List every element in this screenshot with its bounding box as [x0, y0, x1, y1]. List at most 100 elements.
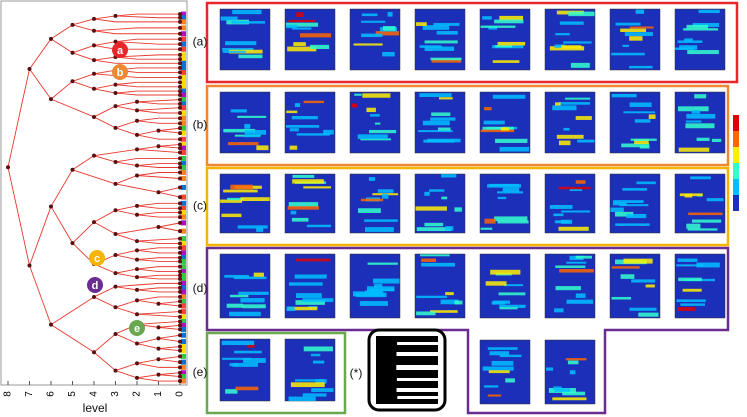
- dendrogram-node: [178, 236, 182, 241]
- heatmap-cell: [677, 106, 709, 112]
- heatmap-cell: [549, 205, 573, 209]
- heatmap-cell: [611, 93, 637, 98]
- heatmap-cell: [489, 183, 519, 187]
- heatmap: [284, 8, 336, 71]
- tick-label: 6: [46, 391, 57, 397]
- dendrogram-node: [27, 263, 32, 268]
- tick-label: 2: [132, 391, 143, 397]
- dendrogram-edge: [72, 24, 95, 32]
- reference-stripe: [396, 378, 443, 381]
- heatmap-cell: [288, 19, 316, 23]
- heatmap-cell: [620, 274, 635, 279]
- heatmap-cell: [685, 123, 715, 129]
- dendrogram-edge: [136, 120, 159, 124]
- dendrogram-node: [113, 252, 118, 257]
- heatmap-cell: [420, 254, 450, 257]
- heatmap-cell: [222, 47, 254, 51]
- heatmap-cell: [552, 397, 587, 401]
- heatmap-panels: (a) (b) (c) (d) (e): [193, 1, 739, 415]
- heatmap-cell: [387, 11, 393, 17]
- node-badge: [87, 277, 103, 293]
- leaf-color: [181, 272, 186, 278]
- heatmap: [349, 173, 401, 234]
- heatmap-cell: [445, 226, 454, 231]
- group-box: [205, 166, 730, 247]
- heatmap-cell: [370, 114, 380, 117]
- dendrogram-node: [178, 146, 182, 151]
- dendrogram-edge: [136, 374, 159, 379]
- dendrogram-edge: [115, 286, 138, 291]
- heatmap-cell: [231, 21, 266, 24]
- dendrogram-edge: [115, 157, 138, 163]
- dendrogram-edge: [115, 90, 138, 94]
- heatmap-cell: [680, 303, 705, 306]
- dendrogram-node: [178, 314, 182, 319]
- heatmap-cell: [488, 26, 498, 30]
- dendrogram-node: [178, 195, 182, 200]
- dendrogram-edge: [115, 272, 138, 278]
- dendrogram-node: [156, 144, 161, 149]
- heatmap-cell: [362, 93, 391, 98]
- heatmap-cell: [611, 52, 645, 56]
- heatmap-cell: [492, 60, 520, 63]
- heatmap-cell: [289, 145, 298, 150]
- heatmap-cell: [221, 213, 242, 218]
- reference-stripe: [397, 342, 444, 345]
- dendrogram-node: [135, 275, 139, 280]
- heatmap-cell: [287, 206, 319, 210]
- dendrogram-node: [178, 370, 182, 375]
- dendrogram-node: [156, 336, 161, 341]
- heatmap-cell: [563, 41, 592, 44]
- dendrogram-edge: [136, 276, 159, 280]
- heatmap-cell: [240, 298, 265, 303]
- dendrogram-node: [178, 80, 182, 85]
- dendrogram-edge: [136, 212, 159, 216]
- heatmap-cell: [294, 379, 325, 382]
- heatmap-cell: [494, 19, 524, 24]
- heatmap-cell: [559, 269, 594, 273]
- leaf-color: [181, 255, 186, 261]
- heatmap-cell: [558, 226, 589, 231]
- heatmap-cell: [489, 351, 510, 356]
- heatmap-cell: [495, 138, 528, 143]
- dendrogram-edge: [93, 209, 116, 223]
- leaf-color: [181, 339, 186, 345]
- heatmap-cell: [323, 129, 334, 135]
- leaf-color: [181, 245, 186, 251]
- heatmap-cell: [577, 139, 595, 143]
- dendrogram-node: [135, 375, 139, 380]
- dendrogram-node: [178, 42, 182, 47]
- group-box: [205, 246, 730, 415]
- dendrogram-node: [6, 165, 10, 170]
- dendrogram-edge: [72, 45, 95, 54]
- dendrogram-edge: [158, 300, 181, 305]
- dendrogram-node: [92, 16, 96, 21]
- dendrogram-node: [156, 357, 161, 362]
- heatmap-cell: [375, 31, 400, 36]
- dendrogram-node: [92, 294, 96, 299]
- heatmap-cell: [615, 22, 641, 26]
- dendrogram-node: [135, 341, 139, 346]
- dendrogram-node: [178, 229, 182, 234]
- heatmap-cell: [294, 103, 301, 108]
- heatmap-cell: [415, 206, 447, 211]
- leaf-color: [181, 298, 186, 304]
- dendrogram-node: [70, 22, 75, 27]
- heatmap-cell: [374, 283, 383, 288]
- dendrogram-edge: [115, 306, 138, 315]
- heatmap-cell: [291, 115, 318, 120]
- heatmap-cell: [288, 282, 323, 286]
- dendrogram-node: [178, 255, 182, 260]
- heatmap-cell: [286, 110, 298, 114]
- dendrogram-edge: [93, 351, 116, 371]
- heatmap: [674, 91, 726, 154]
- group-label: (e): [193, 365, 208, 379]
- dendrogram-edge: [115, 41, 159, 45]
- heatmap-cell: [490, 269, 521, 275]
- leaf-color: [181, 332, 186, 338]
- heatmap-cell: [559, 21, 584, 25]
- heatmap-bg: [674, 173, 726, 234]
- dendrogram-edge: [136, 299, 159, 305]
- dendrogram-node: [156, 346, 161, 351]
- dendrogram-node: [70, 167, 75, 172]
